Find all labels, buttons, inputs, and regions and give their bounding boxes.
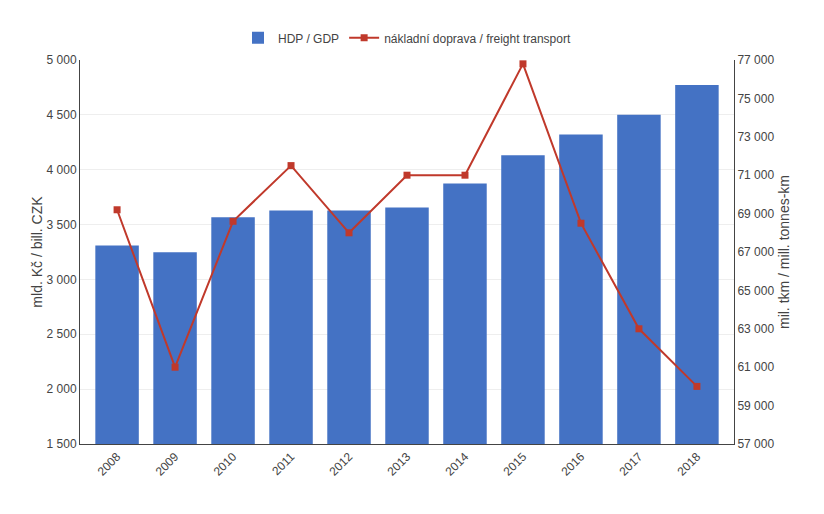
svg-text:71 000: 71 000 (737, 168, 774, 182)
svg-text:67 000: 67 000 (737, 245, 774, 259)
svg-text:65 000: 65 000 (737, 284, 774, 298)
svg-text:3 500: 3 500 (47, 218, 77, 232)
svg-text:mld. Kč / bill. CZK: mld. Kč / bill. CZK (29, 196, 45, 308)
svg-text:63 000: 63 000 (737, 322, 774, 336)
svg-text:3 000: 3 000 (47, 273, 77, 287)
svg-text:mil. tkm / mill. tonnes-km: mil. tkm / mill. tonnes-km (776, 175, 792, 329)
svg-text:2008: 2008 (95, 450, 124, 479)
svg-text:2017: 2017 (617, 450, 646, 479)
svg-text:1 500: 1 500 (47, 437, 77, 451)
svg-text:2014: 2014 (443, 450, 472, 479)
svg-text:4 500: 4 500 (47, 108, 77, 122)
svg-text:73 000: 73 000 (737, 130, 774, 144)
svg-text:77 000: 77 000 (737, 53, 774, 67)
svg-text:2011: 2011 (269, 450, 297, 478)
svg-text:2018: 2018 (675, 450, 704, 479)
svg-text:2012: 2012 (327, 450, 356, 479)
svg-text:2016: 2016 (559, 450, 588, 479)
svg-text:57 000: 57 000 (737, 437, 774, 451)
svg-text:HDP / GDP: HDP / GDP (278, 32, 339, 46)
svg-text:61 000: 61 000 (737, 360, 774, 374)
svg-text:2 500: 2 500 (47, 327, 77, 341)
svg-text:75 000: 75 000 (737, 92, 774, 106)
svg-text:2010: 2010 (211, 450, 240, 479)
svg-text:2009: 2009 (153, 450, 182, 479)
svg-text:69 000: 69 000 (737, 207, 774, 221)
svg-text:5 000: 5 000 (47, 53, 77, 67)
svg-text:59 000: 59 000 (737, 399, 774, 413)
svg-text:2 000: 2 000 (47, 382, 77, 396)
svg-text:4 000: 4 000 (47, 163, 77, 177)
svg-text:2015: 2015 (501, 450, 530, 479)
svg-text:2013: 2013 (385, 450, 414, 479)
svg-text:nákladní doprava / freight tra: nákladní doprava / freight transport (384, 32, 571, 46)
